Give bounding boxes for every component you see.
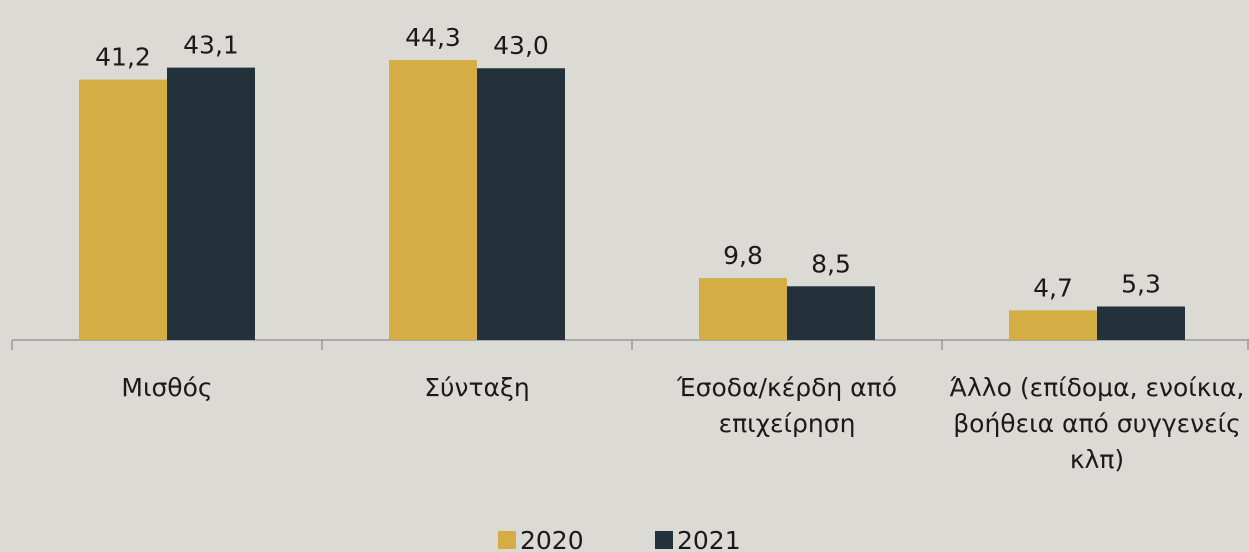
value-label: 41,2 xyxy=(95,43,151,72)
x-tick-label: Άλλο (επίδομα, ενοίκια, βοήθεια από συγγ… xyxy=(949,373,1245,474)
bar xyxy=(699,278,787,340)
value-label: 5,3 xyxy=(1121,270,1161,299)
x-tick-label: Μισθός xyxy=(121,373,213,402)
bar xyxy=(787,286,875,340)
legend-label: 2021 xyxy=(677,526,741,552)
bar xyxy=(79,79,167,340)
value-label: 43,1 xyxy=(183,31,239,60)
value-label: 44,3 xyxy=(405,23,461,52)
value-label: 43,0 xyxy=(493,31,549,60)
legend-label: 2020 xyxy=(520,526,584,552)
legend-swatch xyxy=(498,531,516,549)
value-label: 9,8 xyxy=(723,241,763,270)
bar xyxy=(167,67,255,340)
x-tick-label: Έσοδα/κέρδη από επιχείρηση xyxy=(676,373,898,438)
legend-swatch xyxy=(655,531,673,549)
bar xyxy=(1097,306,1185,340)
bar xyxy=(1009,310,1097,340)
bar xyxy=(389,60,477,341)
value-label: 4,7 xyxy=(1033,273,1073,302)
value-label: 8,5 xyxy=(811,249,851,278)
bar xyxy=(477,68,565,341)
x-tick-label: Σύνταξη xyxy=(424,373,530,402)
